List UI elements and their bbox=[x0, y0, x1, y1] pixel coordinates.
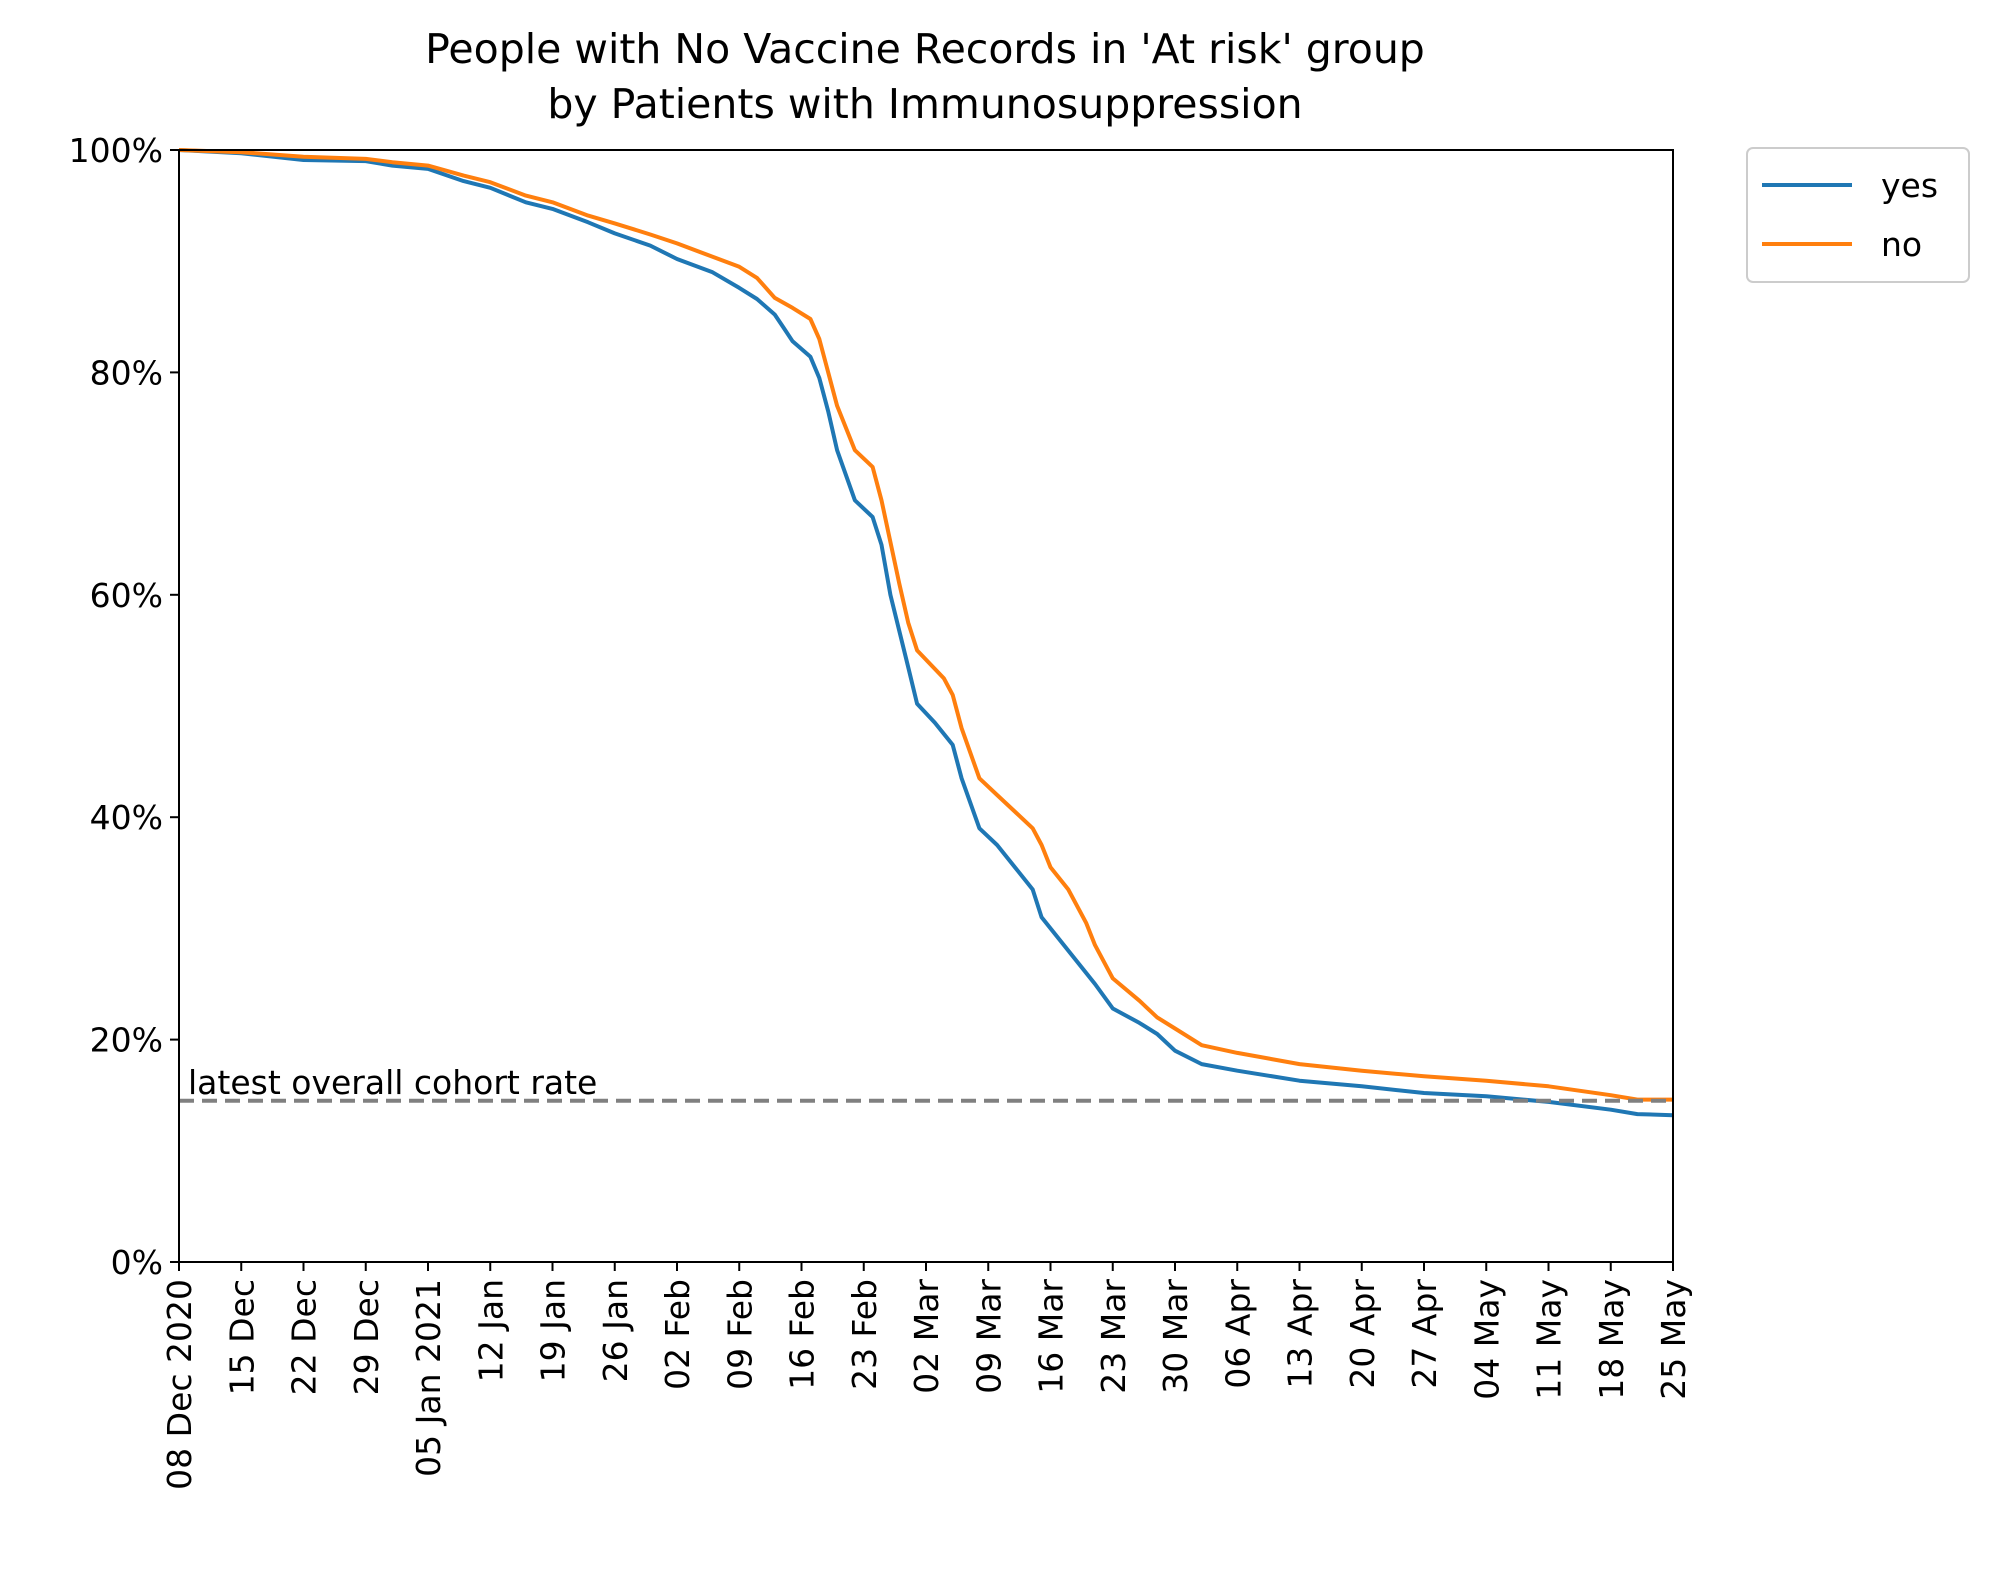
x-tick-label: 04 May bbox=[1467, 1279, 1506, 1400]
legend-label-yes: yes bbox=[1881, 166, 1938, 205]
y-tick-label: 40% bbox=[90, 798, 163, 837]
legend-box bbox=[1746, 147, 1970, 283]
x-tick-label: 08 Dec 2020 bbox=[160, 1279, 199, 1490]
series-line-yes bbox=[178, 148, 1674, 1118]
x-axis: 08 Dec 2020 15 Dec 22 Dec 29 Dec 05 Jan 2021… bbox=[160, 1262, 1693, 1490]
x-tick-label: 12 Jan bbox=[471, 1279, 510, 1382]
x-tick-label: 18 May bbox=[1592, 1279, 1631, 1400]
x-tick-label: 15 Dec bbox=[222, 1279, 261, 1395]
x-tick-label: 22 Dec bbox=[285, 1279, 324, 1395]
x-tick-label: 19 Jan bbox=[534, 1279, 573, 1382]
chart-subtitle: by Patients with Immunosuppression bbox=[547, 80, 1302, 128]
y-tick-label: 100% bbox=[69, 131, 163, 170]
x-tick-label: 25 May bbox=[1654, 1279, 1693, 1400]
x-tick-label: 26 Jan bbox=[596, 1279, 635, 1382]
x-tick-label: 30 Mar bbox=[1156, 1279, 1195, 1394]
x-tick-label: 23 Mar bbox=[1094, 1279, 1133, 1394]
plot-lines bbox=[178, 148, 1674, 1118]
plot-frame bbox=[178, 149, 1674, 1263]
x-tick-label: 13 Apr bbox=[1281, 1279, 1320, 1389]
x-tick-label: 09 Feb bbox=[720, 1279, 759, 1390]
y-tick-label: 80% bbox=[90, 353, 163, 392]
series-line-no bbox=[178, 148, 1673, 1102]
x-tick-label: 11 May bbox=[1530, 1279, 1569, 1400]
y-axis: 0% 20% 40% 60% 80% 100% bbox=[69, 131, 179, 1282]
x-tick-label: 02 Feb bbox=[658, 1279, 697, 1390]
x-tick-label: 05 Jan 2021 bbox=[409, 1279, 448, 1477]
x-tick-label: 02 Mar bbox=[907, 1279, 946, 1394]
reference-line-label: latest overall cohort rate bbox=[188, 1063, 597, 1102]
x-tick-label: 20 Apr bbox=[1343, 1279, 1382, 1389]
x-tick-label: 29 Dec bbox=[347, 1279, 386, 1395]
legend-label-no: no bbox=[1881, 225, 1922, 264]
y-tick-label: 60% bbox=[90, 576, 163, 615]
chart-title: People with No Vaccine Records in 'At ri… bbox=[425, 25, 1425, 73]
x-tick-label: 09 Mar bbox=[969, 1279, 1008, 1394]
x-tick-label: 06 Apr bbox=[1218, 1279, 1257, 1389]
reference-line-group: latest overall cohort rate bbox=[179, 1063, 1673, 1103]
x-tick-label: 27 Apr bbox=[1405, 1279, 1444, 1389]
y-tick-label: 20% bbox=[90, 1021, 163, 1060]
x-tick-label: 23 Feb bbox=[845, 1279, 884, 1390]
y-tick-label: 0% bbox=[111, 1243, 163, 1282]
x-tick-label: 16 Mar bbox=[1032, 1279, 1071, 1394]
x-tick-label: 16 Feb bbox=[783, 1279, 822, 1390]
legend: yes no bbox=[1746, 147, 1970, 283]
